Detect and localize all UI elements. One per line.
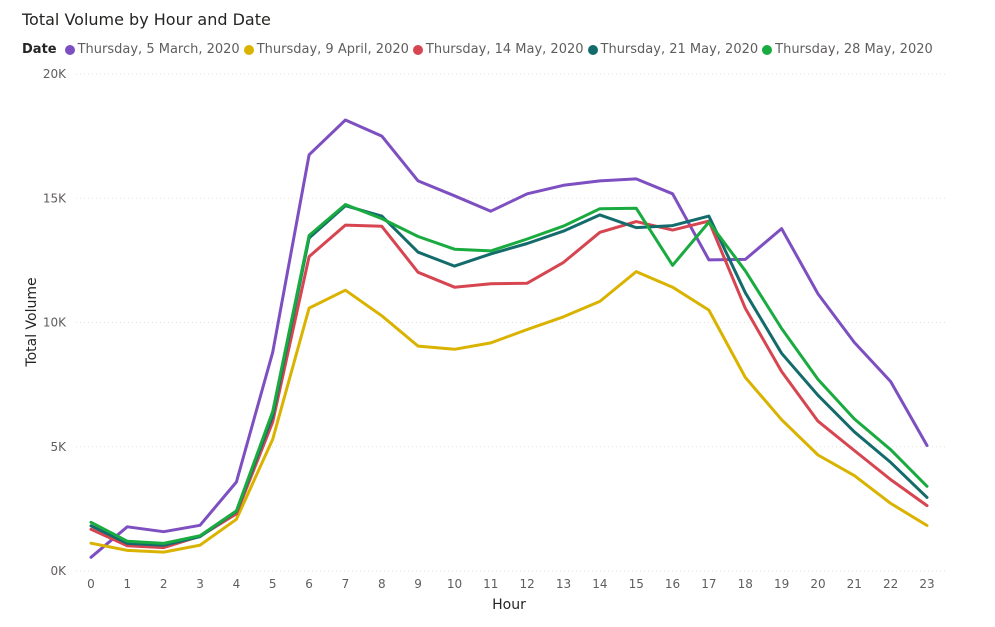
legend-item-1[interactable]: Thursday, 9 April, 2020 [243,42,409,57]
y-axis-label: Total Volume [24,277,40,367]
y-tick-label: 20K [43,67,67,81]
x-tick-label: 15 [629,577,644,591]
y-tick-label: 5K [50,440,67,454]
x-axis-ticks: 0 1 2 3 4 5 6 7 8 9 10 11 12 13 14 15 16 17 18 19 20 21 22 23 [87,577,934,591]
x-tick-label: 18 [738,577,753,591]
series-line-4[interactable] [89,203,929,545]
legend-item-2[interactable]: Thursday, 14 May, 2020 [412,42,584,57]
legend-label: Thursday, 14 May, 2020 [425,42,584,57]
x-tick-label: 17 [701,577,716,591]
x-tick-label: 11 [483,577,498,591]
x-tick-label: 12 [520,577,535,591]
x-tick-label: 20 [810,577,825,591]
gridlines [76,73,945,572]
y-tick-label: 0K [50,564,67,578]
x-tick-label: 19 [774,577,789,591]
legend-title: Date [22,42,57,57]
x-tick-label: 1 [124,577,132,591]
legend-marker [762,44,773,55]
x-tick-label: 13 [556,577,571,591]
legend-marker [243,44,254,55]
legend-label: Thursday, 21 May, 2020 [600,42,759,57]
series-line-2[interactable] [89,219,929,550]
legend-item-4[interactable]: Thursday, 28 May, 2020 [762,42,933,57]
legend-marker [64,44,75,55]
y-tick-label: 15K [43,191,67,205]
series-line-3[interactable] [89,204,929,547]
x-tick-label: 21 [847,577,862,591]
legend-item-0[interactable]: Thursday, 5 March, 2020 [64,42,240,57]
series-line-1[interactable] [89,270,929,554]
y-axis-ticks: 0K 5K 10K 15K 20K [43,67,67,578]
x-tick-label: 9 [414,577,422,591]
series-lines [89,118,929,559]
x-tick-label: 2 [160,577,168,591]
x-tick-label: 16 [665,577,680,591]
legend-label: Thursday, 9 April, 2020 [256,42,409,57]
x-tick-label: 8 [378,577,386,591]
legend: Date Thursday, 5 March, 2020 Thursday, 9 … [22,42,937,57]
y-tick-label: 10K [43,316,67,330]
legend-marker [587,44,598,55]
x-tick-label: 7 [342,577,350,591]
x-tick-label: 22 [883,577,898,591]
chart-title: Total Volume by Hour and Date [22,10,271,29]
x-tick-label: 10 [447,577,462,591]
x-tick-label: 0 [87,577,95,591]
legend-items: Thursday, 5 March, 2020 Thursday, 9 April… [64,42,937,57]
legend-label: Thursday, 28 May, 2020 [775,42,933,57]
x-tick-label: 5 [269,577,277,591]
legend-label: Thursday, 5 March, 2020 [77,42,240,57]
x-tick-label: 6 [305,577,313,591]
x-tick-label: 4 [233,577,241,591]
legend-item-3[interactable]: Thursday, 21 May, 2020 [587,42,759,57]
x-tick-label: 23 [919,577,934,591]
x-tick-label: 14 [592,577,607,591]
legend-marker [412,44,423,55]
series-line-0[interactable] [89,118,929,559]
x-tick-label: 3 [196,577,204,591]
x-axis-label: Hour [492,597,526,613]
